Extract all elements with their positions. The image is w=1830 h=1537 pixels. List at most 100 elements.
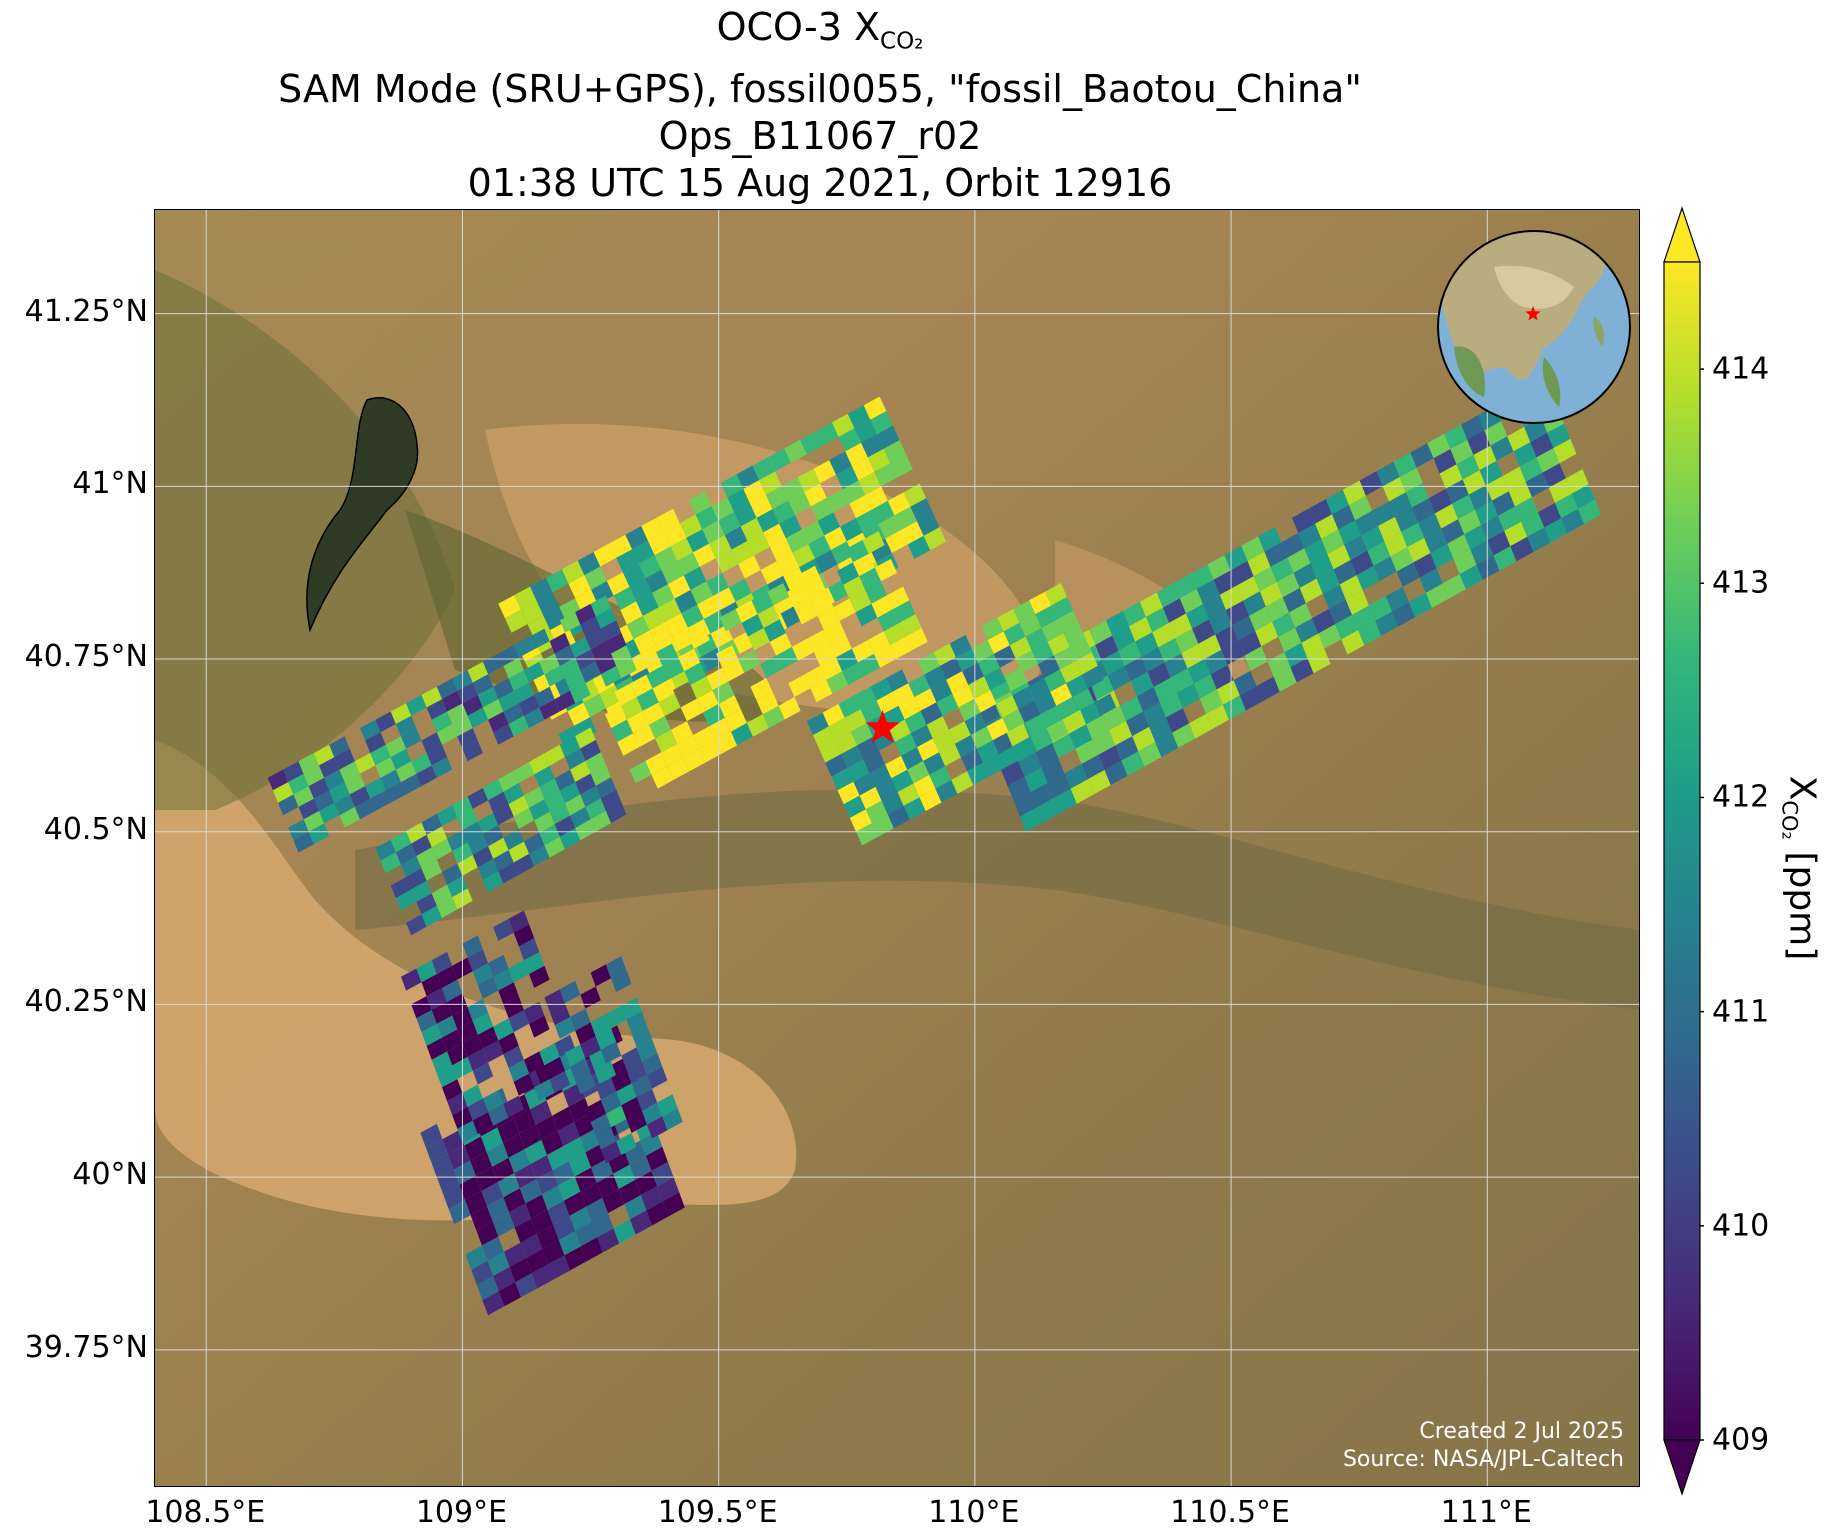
y-tick-label: 40.5°N	[43, 811, 148, 847]
sounding-cell	[720, 474, 744, 498]
sounding-cell	[504, 1242, 526, 1267]
sounding-cell	[1062, 710, 1085, 734]
sounding-cell	[549, 1003, 571, 1026]
sounding-cell	[822, 703, 845, 727]
sounding-cell	[783, 567, 806, 591]
sounding-cell	[426, 744, 448, 766]
sounding-cell	[1030, 782, 1054, 808]
sounding-cell	[1491, 491, 1515, 516]
sounding-cell	[1525, 472, 1549, 497]
sounding-cell	[1069, 724, 1093, 749]
sounding-cell	[1210, 664, 1234, 690]
sounding-cell	[595, 1077, 617, 1100]
sounding-cell	[876, 691, 899, 715]
sounding-cell	[1075, 739, 1099, 764]
sounding-cell	[1504, 521, 1528, 547]
sounding-cell	[1202, 594, 1226, 620]
sounding-cell	[828, 717, 851, 741]
sounding-cell	[801, 520, 825, 544]
sounding-cell	[763, 523, 786, 547]
sounding-cell	[595, 607, 617, 629]
sounding-cell	[493, 804, 514, 826]
sounding-cell	[319, 757, 340, 778]
sounding-cell	[1104, 760, 1128, 786]
sounding-cell	[541, 1185, 564, 1210]
sounding-cell	[1458, 509, 1482, 535]
sounding-cell	[993, 645, 1016, 668]
sounding-cell	[462, 740, 483, 762]
sounding-cell	[529, 799, 550, 821]
sounding-cell	[1487, 530, 1511, 556]
sounding-cell	[807, 629, 830, 653]
sounding-cell	[283, 761, 304, 782]
sounding-cell	[1433, 449, 1457, 474]
sounding-cell	[411, 996, 432, 1019]
sounding-cell	[621, 997, 642, 1020]
sounding-cell	[1450, 439, 1474, 465]
sounding-cell	[683, 566, 707, 590]
sounding-cell	[826, 489, 850, 513]
sounding-cell	[1468, 485, 1492, 510]
sounding-cell	[970, 726, 993, 749]
sounding-cell	[1024, 714, 1047, 737]
sounding-cell	[1141, 647, 1165, 672]
sounding-cell	[756, 509, 780, 533]
sounding-cell	[421, 974, 442, 997]
sounding-cell	[493, 918, 514, 941]
sounding-cell	[657, 508, 680, 532]
sounding-cell	[547, 1200, 570, 1225]
sounding-cell	[829, 451, 852, 475]
sounding-cell	[580, 1182, 603, 1207]
sounding-cell	[395, 889, 417, 911]
sounding-cell	[600, 1041, 622, 1064]
sounding-cell	[1019, 614, 1042, 637]
sounding-cell	[837, 781, 860, 805]
sounding-cell	[477, 1026, 499, 1049]
sounding-cell	[1292, 508, 1316, 533]
sounding-cell	[1284, 642, 1308, 668]
sounding-cell	[871, 595, 894, 618]
sounding-cell	[642, 702, 665, 725]
sounding-cell	[646, 1201, 669, 1226]
sounding-cell	[498, 770, 519, 792]
sounding-cell	[1036, 797, 1060, 823]
sounding-cell	[845, 442, 868, 466]
sounding-cell	[1281, 533, 1305, 558]
sounding-cell	[760, 561, 784, 585]
sounding-cell	[1510, 536, 1534, 562]
sounding-cell	[590, 1113, 611, 1136]
sounding-cell	[567, 702, 590, 726]
sounding-cell	[529, 845, 550, 867]
sounding-cell	[406, 868, 427, 890]
sounding-cell	[519, 1124, 542, 1149]
sounding-cell	[1442, 574, 1466, 599]
sounding-cell	[893, 600, 916, 623]
sounding-cell	[498, 595, 521, 619]
sounding-cell	[547, 1146, 569, 1171]
sounding-cell	[657, 1094, 678, 1117]
sounding-cell	[442, 863, 463, 885]
sounding-cell	[475, 1166, 498, 1191]
sounding-cell	[614, 683, 637, 706]
sounding-cell	[462, 935, 483, 958]
sounding-cell	[810, 679, 833, 703]
sounding-cell	[539, 824, 560, 846]
sounding-cell	[769, 538, 793, 562]
sounding-cell	[570, 1058, 591, 1081]
sounding-cell	[1508, 481, 1532, 507]
sounding-cell	[1376, 461, 1400, 487]
sounding-cell	[1064, 764, 1088, 789]
sounding-cell	[1542, 463, 1566, 488]
sounding-cell	[488, 837, 509, 859]
sounding-cell	[645, 752, 668, 775]
sounding-cell	[482, 1040, 504, 1063]
sounding-cell	[1427, 433, 1451, 459]
sounding-cell	[1247, 551, 1271, 577]
sounding-cell	[971, 640, 994, 663]
sounding-cell	[600, 789, 622, 811]
sounding-cell	[974, 690, 997, 713]
sounding-cell	[674, 589, 698, 614]
sounding-cell	[805, 579, 828, 602]
sounding-cell	[442, 1029, 463, 1052]
sounding-cell	[488, 954, 509, 977]
